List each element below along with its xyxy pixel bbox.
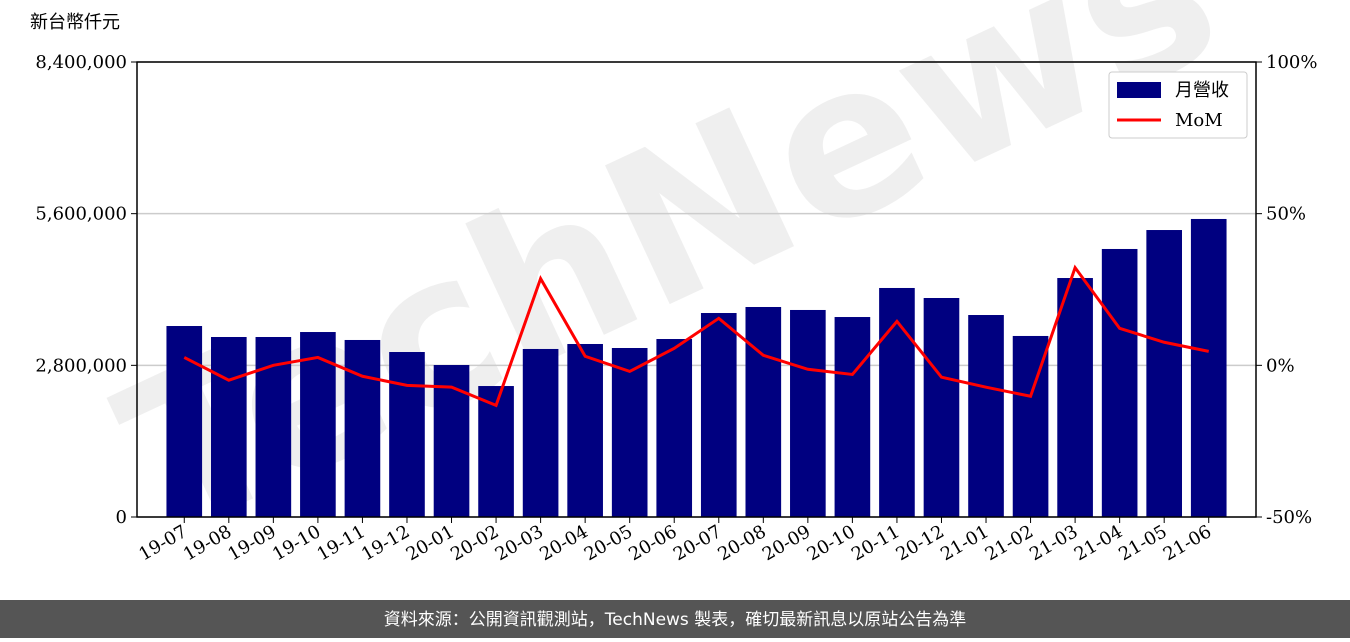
x-tick-label: 21-06 xyxy=(1160,521,1215,565)
x-tick-label: 20-02 xyxy=(447,521,502,565)
bar xyxy=(611,348,648,517)
bar xyxy=(1146,230,1183,517)
x-tick-label: 20-03 xyxy=(492,521,547,565)
legend-swatch xyxy=(1117,82,1161,98)
bar xyxy=(745,306,782,517)
bar xyxy=(790,309,826,517)
y-axis-label: 新台幣仟元 xyxy=(30,12,120,33)
y2-tick-label: 50% xyxy=(1266,204,1306,225)
bar xyxy=(1057,278,1093,517)
y2-tick-label: -50% xyxy=(1266,507,1312,528)
x-tick-label: 19-11 xyxy=(313,521,368,565)
legend-label: 月營收 xyxy=(1175,80,1229,101)
bar xyxy=(656,339,693,517)
bar xyxy=(879,287,915,517)
bar xyxy=(522,348,559,517)
bar xyxy=(478,386,514,517)
x-tick-label: 20-04 xyxy=(536,521,591,565)
x-tick-label: 20-10 xyxy=(803,521,858,565)
bar xyxy=(700,313,737,517)
y-tick-label: 2,800,000 xyxy=(35,355,127,376)
x-tick-label: 21-03 xyxy=(1026,521,1081,565)
x-tick-label: 21-04 xyxy=(1071,521,1126,565)
bar xyxy=(1101,248,1138,517)
x-tick-label: 21-05 xyxy=(1115,521,1170,565)
y2-tick-label: 100% xyxy=(1266,52,1317,73)
plot-frame xyxy=(136,61,1257,518)
x-tick-label: 20-12 xyxy=(893,521,948,565)
y2-tick-label: 0% xyxy=(1266,355,1295,376)
x-tick-label: 20-06 xyxy=(625,521,680,565)
x-tick-label: 20-01 xyxy=(403,521,458,565)
x-tick-label: 21-01 xyxy=(937,521,992,565)
bar xyxy=(344,339,381,517)
bar xyxy=(210,337,247,517)
y-tick-label: 0 xyxy=(116,507,127,528)
bar xyxy=(834,317,871,517)
footer-band xyxy=(0,600,1350,638)
x-tick-label: 21-02 xyxy=(982,521,1037,565)
bar xyxy=(166,326,203,517)
x-tick-label: 20-05 xyxy=(581,521,636,565)
x-tick-label: 20-08 xyxy=(714,521,769,565)
footer: 資料來源：公開資訊觀測站，TechNews 製表，確切最新訊息以原站公告為準 xyxy=(384,610,966,630)
bar xyxy=(923,298,960,517)
bar xyxy=(567,343,603,517)
y-tick-label: 8,400,000 xyxy=(35,52,127,73)
x-tick-label: 20-09 xyxy=(759,521,814,565)
x-tick-label: 20-11 xyxy=(848,521,903,565)
legend-label: MoM xyxy=(1175,110,1223,131)
x-tick-label: 20-07 xyxy=(670,521,725,565)
bar xyxy=(255,337,292,517)
bar xyxy=(389,352,425,517)
line xyxy=(183,264,1210,408)
bar xyxy=(433,365,470,517)
x-tick-label: 19-12 xyxy=(358,521,413,565)
y-tick-label: 5,600,000 xyxy=(35,204,127,225)
bar xyxy=(1190,218,1227,517)
bar xyxy=(968,315,1004,517)
